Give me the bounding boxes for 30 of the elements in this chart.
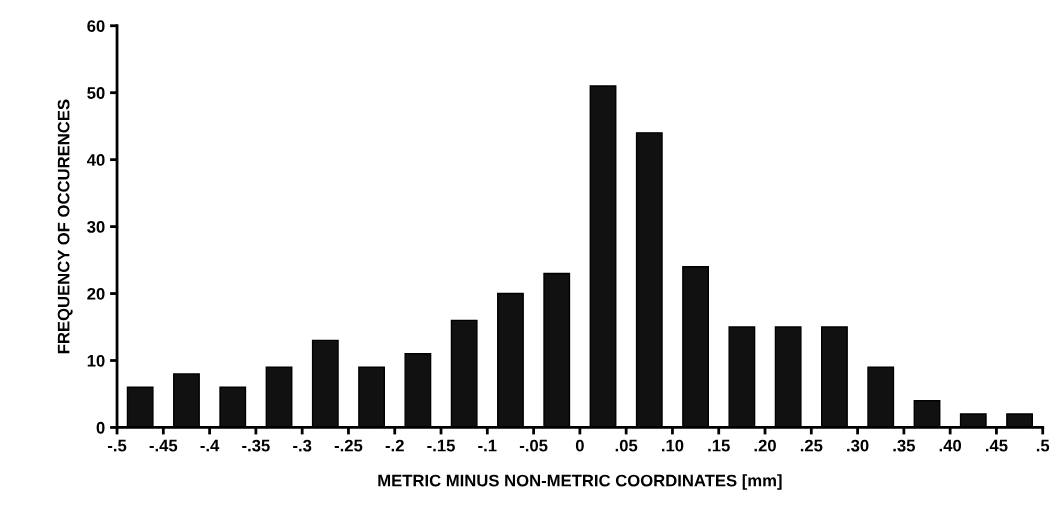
x-tick-label: .15 — [708, 439, 730, 452]
x-tick-label: .10 — [661, 439, 684, 452]
y-tick-label: 40 — [86, 154, 105, 166]
x-tick-label: .5 — [1036, 439, 1050, 452]
x-tick-label: .45 — [985, 439, 1008, 452]
x-tick-label: -.3 — [293, 439, 312, 452]
y-tick-label: 0 — [96, 421, 105, 434]
y-axis-title: FREQUENCY OF OCCURENCES — [57, 99, 73, 354]
y-tick-label: 10 — [87, 354, 105, 367]
x-tick-label: .25 — [800, 439, 823, 452]
x-tick-label: .05 — [615, 439, 638, 452]
x-tick-label: -.35 — [242, 439, 270, 452]
x-tick-label: -.45 — [149, 439, 178, 452]
x-tick-label: .35 — [893, 439, 915, 452]
x-tick-label: -.25 — [334, 439, 363, 452]
x-tick-label: -.15 — [427, 439, 455, 452]
y-tick-label: 30 — [87, 221, 105, 233]
y-tick-label: 20 — [87, 287, 105, 300]
x-tick-label: 0 — [575, 439, 584, 452]
x-tick-label: -.05 — [519, 439, 548, 452]
x-tick-label: -.1 — [478, 439, 497, 452]
y-tick-label: 50 — [87, 87, 105, 99]
x-tick-label: -.5 — [107, 439, 127, 452]
y-tick-label: 60 — [87, 20, 105, 32]
x-tick-label: .40 — [939, 439, 962, 452]
x-tick-label: .20 — [754, 439, 776, 452]
x-tick-label: .30 — [847, 439, 869, 452]
x-tick-label: -.2 — [385, 439, 404, 452]
x-tick-label: -.4 — [200, 439, 220, 452]
x-axis-title: METRIC MINUS NON-METRIC COORDINATES [mm] — [378, 474, 782, 490]
